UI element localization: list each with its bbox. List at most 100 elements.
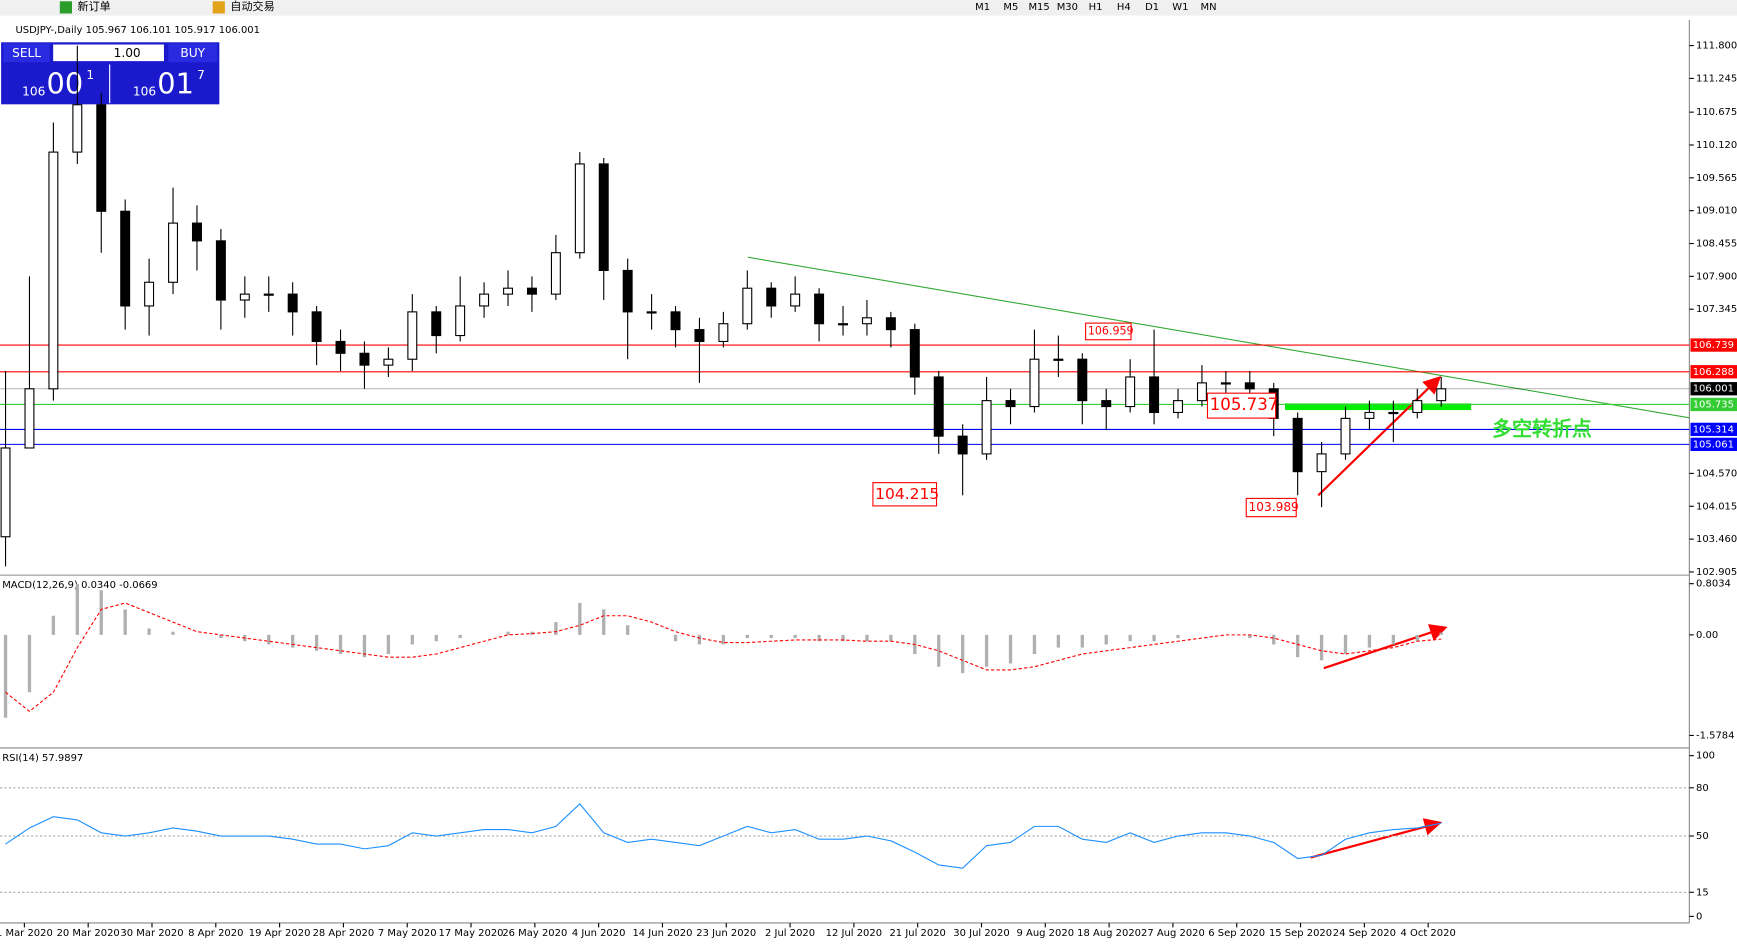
chart-window — [0, 15, 1737, 942]
macd-bar — [769, 634, 773, 639]
y-tick-label: 110.675 — [1696, 107, 1737, 118]
y-tick-label: 80 — [1696, 783, 1709, 794]
x-tick-label: 17 May 2020 — [439, 928, 504, 939]
macd-bar — [1272, 634, 1276, 645]
sell-price-big: 106 — [22, 85, 45, 99]
x-tick-label: 30 Jul 2020 — [953, 928, 1009, 939]
candle-body — [503, 287, 514, 295]
candle-body — [263, 293, 274, 296]
sell-label: SELL — [12, 46, 41, 60]
candle-body — [550, 252, 561, 295]
macd-signal — [5, 602, 1442, 713]
candle-body — [885, 317, 896, 331]
sell-button[interactable] — [3, 43, 50, 63]
x-tick-label: 27 Aug 2020 — [1141, 928, 1205, 939]
macd-bar — [3, 634, 8, 718]
candle-body — [1173, 400, 1183, 414]
price-annotation-box — [1085, 322, 1132, 341]
x-tick-label: 30 Mar 2020 — [120, 928, 183, 939]
timeframe-button[interactable]: D1 — [1145, 2, 1159, 13]
price-annotation-box — [1245, 497, 1297, 518]
candle-body — [335, 340, 346, 354]
candle-body — [191, 222, 202, 242]
x-tick-label: 1 Mar 2020 — [0, 928, 53, 939]
macd-bar — [1367, 634, 1372, 648]
macd-bar — [410, 634, 414, 645]
candle-body — [909, 329, 920, 378]
buy-price-pips: 01 — [157, 66, 194, 100]
candle-body — [718, 323, 729, 343]
macd-bar — [1415, 634, 1419, 642]
x-tick-label: 28 Apr 2020 — [313, 928, 375, 939]
toolbar — [0, 0, 1737, 16]
macd-bar — [219, 634, 223, 639]
candle-body — [1196, 382, 1207, 402]
macd-bar — [1080, 634, 1084, 648]
macd-bar — [314, 634, 319, 651]
macd-bar — [458, 634, 462, 639]
candle-body — [1149, 376, 1160, 414]
candle-body — [48, 151, 59, 390]
macd-bar — [1128, 634, 1132, 642]
macd-bar — [602, 609, 606, 635]
timeframe-button[interactable]: M5 — [1003, 2, 1018, 13]
level-label-box — [1690, 437, 1737, 452]
y-tick-label: 111.245 — [1696, 73, 1737, 84]
macd-bar — [554, 622, 558, 635]
candle-body — [287, 293, 298, 313]
macd-bar — [99, 590, 103, 635]
buy-button[interactable] — [168, 43, 218, 63]
candle-body — [1340, 417, 1351, 455]
macd-bar — [960, 634, 965, 674]
level-label: 106.288 — [1693, 367, 1734, 378]
x-tick-label: 4 Oct 2020 — [1401, 928, 1456, 939]
level-label-box — [1690, 422, 1737, 437]
y-tick-label: 104.015 — [1696, 501, 1737, 512]
y-tick-label: 110.120 — [1696, 140, 1737, 151]
macd-bar — [338, 634, 343, 654]
macd-bar — [721, 634, 726, 645]
lot-input[interactable] — [53, 44, 164, 62]
price-annotation: 105.737 — [1210, 395, 1279, 414]
x-tick-label: 14 Jun 2020 — [632, 928, 692, 939]
macd-bar — [841, 634, 845, 642]
timeframe-button[interactable]: M15 — [1028, 2, 1049, 13]
chart-title: USDJPY-,Daily 105.967 106.101 105.917 10… — [16, 25, 261, 36]
macd-bar — [75, 583, 79, 635]
macd-bar — [51, 615, 56, 635]
toolbar-button[interactable]: 自动交易 — [230, 0, 274, 13]
macd-bar — [27, 634, 32, 693]
x-tick-label: 8 Apr 2020 — [188, 928, 243, 939]
macd-bar — [1248, 634, 1252, 639]
candle-body — [574, 163, 585, 254]
macd-bar — [1104, 634, 1108, 645]
candle-body — [1220, 382, 1231, 385]
timeframe-button[interactable]: H4 — [1117, 2, 1131, 13]
level-label: 105.314 — [1693, 424, 1734, 435]
candle-body — [981, 400, 992, 455]
macd-bar — [386, 634, 391, 654]
timeframe-button[interactable]: M30 — [1057, 2, 1078, 13]
y-tick-label: 15 — [1696, 887, 1709, 898]
macd-bar — [147, 628, 151, 635]
candle-body — [1005, 400, 1016, 408]
arrow — [1323, 624, 1448, 670]
sell-price-point: 1 — [86, 68, 94, 82]
level-label-box — [1690, 397, 1737, 412]
timeframe-button[interactable]: W1 — [1172, 2, 1188, 13]
timeframe-button[interactable]: MN — [1201, 2, 1217, 13]
timeframe-button[interactable]: M1 — [975, 2, 990, 13]
x-tick-label: 2 Jul 2020 — [765, 928, 815, 939]
x-tick-label: 23 Jun 2020 — [696, 928, 756, 939]
y-tick-label: 0.00 — [1696, 630, 1718, 641]
timeframe-button[interactable]: H1 — [1089, 2, 1103, 13]
toolbar-button[interactable]: 新订单 — [78, 0, 111, 13]
price-annotation-box — [872, 482, 938, 507]
y-tick-label: 0.8034 — [1696, 579, 1731, 590]
macd-bar — [1319, 634, 1324, 661]
y-tick-label: 100 — [1696, 751, 1715, 762]
candle-body — [622, 269, 633, 313]
candle-body — [479, 293, 490, 307]
candle-body — [239, 293, 250, 301]
